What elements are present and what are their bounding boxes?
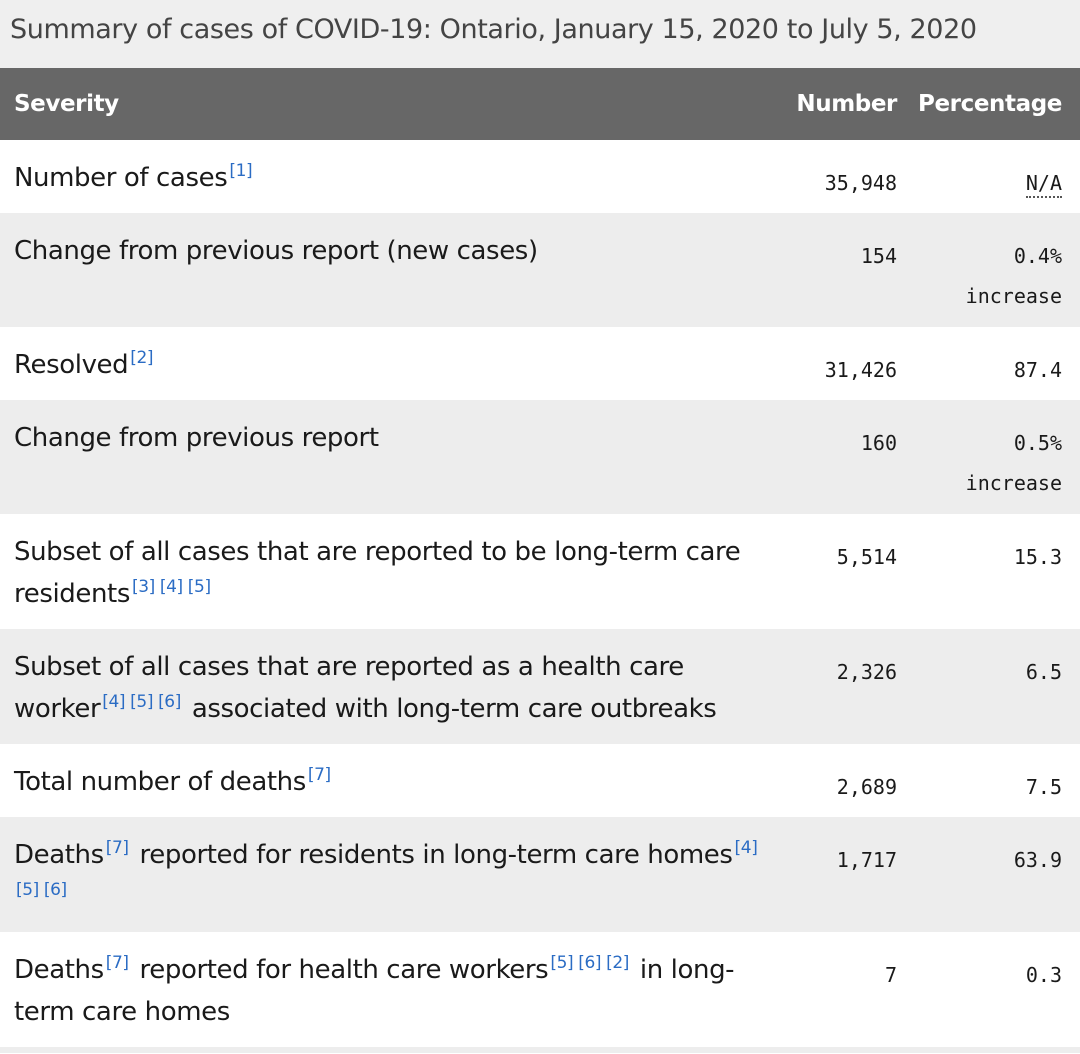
severity-cell: Resolved [2] <box>0 327 780 400</box>
percentage-value: 0.3 <box>1025 963 1062 987</box>
table-row: Total number of deaths [7] 2,689 7.5 <box>0 744 1080 817</box>
severity-cell: Deaths [7] reported for residents in long… <box>0 817 780 932</box>
footnote-ref-link[interactable]: [6] <box>578 953 602 973</box>
table-row: Resolved [2] 31,426 87.4 <box>0 327 1080 400</box>
percentage-value: 7.5 <box>1025 775 1062 799</box>
footnote-ref-link[interactable]: [7] <box>307 765 331 785</box>
number-value: 2,689 <box>836 775 897 799</box>
footnote-ref-link[interactable]: [6] <box>43 880 67 900</box>
footnote-ref-link[interactable]: [5] <box>550 953 574 973</box>
severity-text: reported for residents in long-term care… <box>139 840 733 870</box>
severity-text: Deaths <box>14 840 104 870</box>
number-value: 160 <box>860 431 897 455</box>
percentage-cell: 63.9 <box>915 817 1080 932</box>
footnote-ref-link[interactable]: [7] <box>105 838 129 858</box>
severity-cell: Change from previous report <box>0 400 780 514</box>
percentage-cell: 15.3 <box>915 514 1080 629</box>
severity-cell: Subset of all cases that are reported as… <box>0 629 780 744</box>
percentage-cell: 7.5 <box>915 744 1080 817</box>
footnote-ref-link[interactable]: [4] <box>159 577 183 597</box>
table-row: Subset of all cases that are reported as… <box>0 629 1080 744</box>
percentage-value: 0.4% <box>1013 244 1062 268</box>
severity-text: in long-term care homes <box>14 955 735 1027</box>
number-cell: 160 <box>780 400 915 514</box>
number-cell: 7 <box>780 932 915 1047</box>
footnote-ref-link[interactable]: [5] <box>16 880 39 900</box>
percentage-value: 87.4 <box>1013 358 1062 382</box>
footnote-ref-link[interactable]: [1] <box>229 161 253 181</box>
severity-text: associated with long-term care outbreaks <box>191 694 717 724</box>
percentage-cell: 0.5% increase <box>915 400 1080 514</box>
percentage-value: 15.3 <box>1013 545 1062 569</box>
percentage-cell: 0.3 <box>915 932 1080 1047</box>
footnote-ref-link[interactable]: [4] <box>734 838 758 858</box>
number-value: 31,426 <box>824 358 897 382</box>
severity-text: Number of cases <box>14 163 228 193</box>
footnote-ref-link[interactable]: [5] <box>187 577 211 597</box>
footnote-ref-link[interactable]: [6] <box>158 692 181 712</box>
severity-cell: Number of cases [1] <box>0 140 780 213</box>
severity-text: Deaths <box>14 955 104 985</box>
footnote-ref-link[interactable]: [7] <box>105 953 129 973</box>
number-value: 2,326 <box>836 660 897 684</box>
number-cell: 31,426 <box>780 327 915 400</box>
percentage-cell: 0.4% increase <box>915 213 1080 327</box>
severity-text: Resolved <box>14 350 129 380</box>
percentage-cell: 6.5 <box>915 629 1080 744</box>
footnote-ref-link[interactable]: [4] <box>102 692 126 712</box>
table-caption: Summary of cases of COVID-19: Ontario, J… <box>0 0 1080 68</box>
severity-cell: Total number of deaths [7] <box>0 744 780 817</box>
severity-text: Change from previous report (new cases) <box>14 236 538 266</box>
footnote-ref-link[interactable]: [3] <box>132 577 155 597</box>
severity-text: Subset of all cases that are reported to… <box>14 537 741 609</box>
percentage-cell: 87.4 <box>915 327 1080 400</box>
table-row: Deaths [7] reported for residents in long… <box>0 817 1080 932</box>
percentage-cell: N/A <box>915 140 1080 213</box>
percentage-value: 6.5 <box>1025 660 1062 684</box>
percentage-note: increase <box>965 471 1062 495</box>
percentage-value: N/A <box>1025 171 1062 198</box>
number-value: 5,514 <box>836 545 897 569</box>
severity-text: Subset of all cases that are reported as… <box>14 652 684 724</box>
table-row: Change from previous report 160 0.5% incr… <box>0 400 1080 514</box>
number-value: 154 <box>860 244 897 268</box>
footnote-ref-link[interactable]: [2] <box>130 348 154 368</box>
severity-cell: Change from previous report (new cases) <box>0 213 780 327</box>
table-row: Deaths [7] reported for health care worke… <box>0 932 1080 1047</box>
number-value: 35,948 <box>824 171 897 195</box>
table-bottom-edge <box>0 1047 1080 1053</box>
header-number: Number <box>780 68 915 140</box>
table-row: Subset of all cases that are reported to… <box>0 514 1080 629</box>
number-cell: 1,717 <box>780 817 915 932</box>
severity-text: Total number of deaths <box>14 767 306 797</box>
number-cell: 2,689 <box>780 744 915 817</box>
footnote-ref-link[interactable]: [2] <box>606 953 630 973</box>
header-severity: Severity <box>0 68 780 140</box>
number-cell: 2,326 <box>780 629 915 744</box>
severity-cell: Deaths [7] reported for health care worke… <box>0 932 780 1047</box>
footnote-ref-link[interactable]: [5] <box>130 692 154 712</box>
table-row: Number of cases [1] 35,948 N/A <box>0 140 1080 213</box>
covid-summary-table: Severity Number Percentage Number of cas… <box>0 68 1080 1047</box>
percentage-value: 63.9 <box>1013 848 1062 872</box>
table-row: Change from previous report (new cases) … <box>0 213 1080 327</box>
number-value: 1,717 <box>836 848 897 872</box>
severity-text: Change from previous report <box>14 423 379 453</box>
number-cell: 154 <box>780 213 915 327</box>
percentage-note: increase <box>965 284 1062 308</box>
severity-cell: Subset of all cases that are reported to… <box>0 514 780 629</box>
table-header: Severity Number Percentage <box>0 68 1080 140</box>
percentage-value: 0.5% <box>1013 431 1062 455</box>
severity-text: reported for health care workers <box>139 955 549 985</box>
number-value: 7 <box>884 963 897 987</box>
header-percentage: Percentage <box>915 68 1080 140</box>
number-cell: 35,948 <box>780 140 915 213</box>
number-cell: 5,514 <box>780 514 915 629</box>
